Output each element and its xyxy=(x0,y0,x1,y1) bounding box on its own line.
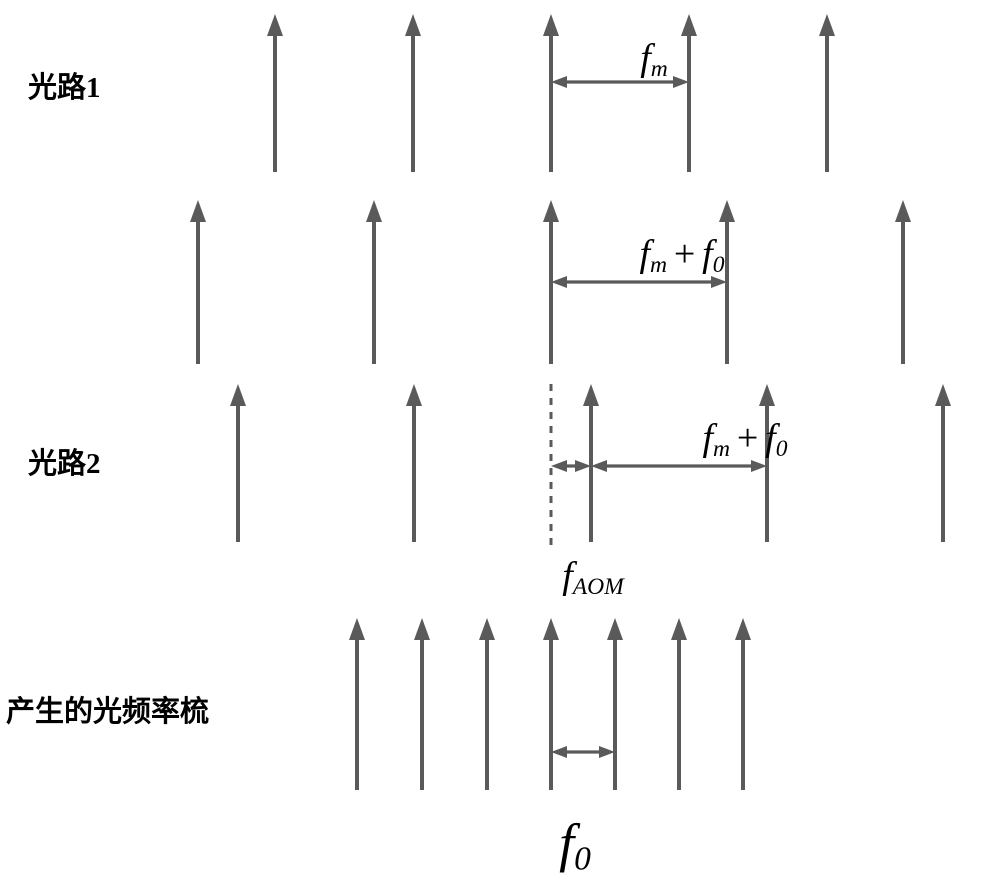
label-faom: fAOM xyxy=(562,554,624,601)
label-row4: 产生的光频率梳 xyxy=(6,688,209,730)
diagram-stage: 光路1 光路2 产生的光频率梳 fm fm+f0 fm+f0 fAOM f0 xyxy=(0,0,1000,884)
diagram-svg xyxy=(0,0,1000,884)
label-f0: f0 xyxy=(559,812,591,878)
label-fm: fm xyxy=(640,36,668,83)
label-row3: 光路2 xyxy=(28,440,101,482)
label-row1: 光路1 xyxy=(28,64,101,106)
label-fm-f0-b: fm+f0 xyxy=(702,416,787,463)
label-fm-f0-a: fm+f0 xyxy=(639,232,724,279)
